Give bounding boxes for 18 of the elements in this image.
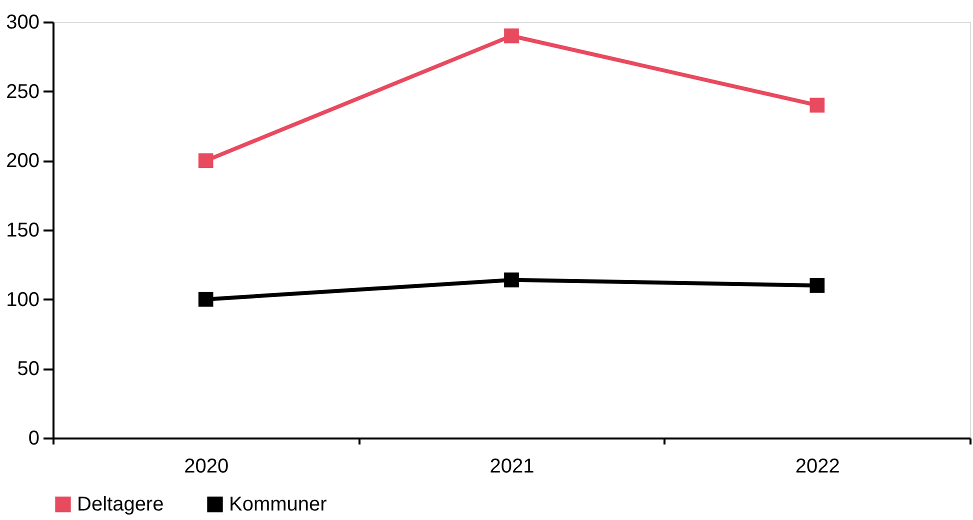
y-tick-label: 300 [6,12,40,34]
legend-label: Kommuner [229,493,328,516]
y-tick-label: 0 [28,428,40,450]
x-tick-label: 2022 [795,456,840,478]
point [504,28,519,44]
y-tick-label: 150 [6,220,40,242]
y-tick-label: 250 [6,80,40,103]
point [810,98,825,113]
point [810,278,825,293]
point [198,292,214,307]
x-tick-label: 2021 [490,456,534,478]
point [504,272,519,288]
point [198,153,214,168]
y-tick-label: 200 [6,150,40,172]
legend-label: Deltagere [77,493,164,516]
y-tick-label: 50 [17,358,40,380]
x-tick-label: 2020 [184,456,229,478]
y-tick-label: 100 [6,288,40,311]
